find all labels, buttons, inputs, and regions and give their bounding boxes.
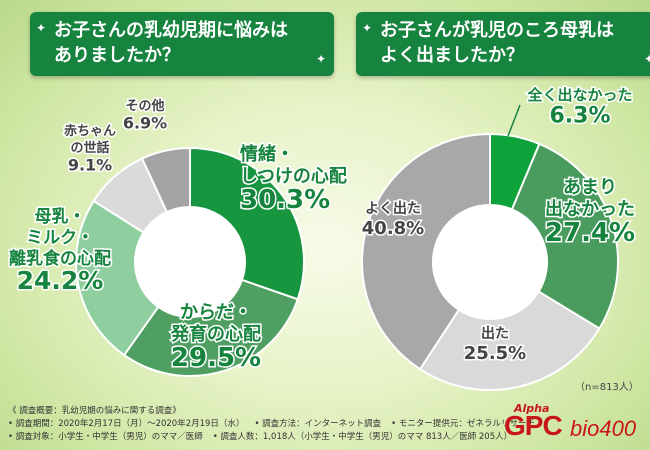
sample-size-label: （n=813人） bbox=[575, 382, 639, 393]
chart2-value-3: 25.5% bbox=[464, 343, 526, 364]
chart1-label-4-line-1: 赤ちゃん bbox=[64, 123, 116, 139]
chart1-label-2-line-2: 発育の心配 bbox=[170, 323, 261, 345]
chart1-value-3: 24.2% bbox=[17, 266, 104, 295]
footer-count: • 調査人数：1,018人（小学生・中学生（男児）のママ 813人／医師 205… bbox=[212, 432, 513, 442]
chart1-center-hole bbox=[135, 207, 245, 317]
question-1-line-1: お子さんの乳幼児期に悩みは bbox=[54, 20, 288, 41]
question-box-1: お子さんの乳幼児期に悩みは ありましたか？ ✦ ✦ bbox=[30, 12, 334, 76]
chart2-value-4: 40.8% bbox=[362, 218, 424, 239]
chart1-value-4: 9.1% bbox=[68, 156, 112, 175]
chart1-label-3-line-1: 母乳・ bbox=[35, 206, 86, 227]
question-box-2: お子さんが乳児のころ母乳は よく出ましたか？ ✦ ✦ bbox=[356, 12, 650, 76]
question-2-line-1: お子さんが乳児のころ母乳は bbox=[380, 20, 614, 41]
chart1-label-2-line-1: からだ・ bbox=[180, 302, 252, 323]
footer-method: • 調査方法：インターネット調査 bbox=[254, 419, 382, 429]
chart2-center-hole bbox=[433, 205, 547, 319]
footer-title: 《 調査概要：乳幼児期の悩みに関する調査》 bbox=[8, 406, 181, 416]
chart1-label-3-line-2: ミルク・ bbox=[26, 228, 94, 248]
chart1-value-2: 29.5% bbox=[171, 343, 261, 373]
survey-footer: 《 調査概要：乳幼児期の悩みに関する調査》 • 調査期間：2020年2月17日（… bbox=[8, 405, 535, 444]
question-2-line-2: よく出ましたか？ bbox=[380, 45, 524, 66]
chart1-label-1-line-2: しつけの心配 bbox=[240, 166, 347, 187]
chart2-label-1-line-1: 全く出なかった bbox=[526, 86, 632, 104]
chart1-label-5-line-1: その他 bbox=[125, 98, 164, 114]
chart1-value-5: 6.9% bbox=[123, 114, 167, 133]
chart2-leader-line bbox=[507, 104, 521, 137]
sparkle-icon: ✦ bbox=[643, 52, 650, 66]
footer-period: • 調査期間：2020年2月17日（月）～2020年2月19日（水） bbox=[8, 419, 245, 429]
logo-gpc: GPC bbox=[504, 410, 563, 441]
chart2-label-4-line-1: よく出た bbox=[365, 200, 421, 217]
sparkle-icon: ✦ bbox=[36, 21, 47, 35]
chart1-value-1: 30.3% bbox=[240, 185, 330, 215]
chart2-label-3-line-1: 出た bbox=[481, 325, 509, 342]
footer-provider: • モニター提供元：ゼネラルリサーチ bbox=[391, 419, 535, 429]
chart2-label-2-line-1: あまり bbox=[563, 177, 617, 198]
chart1-label-3-line-3: 離乳食の心配 bbox=[9, 248, 111, 269]
chart1-label-1-line-1: 情緒・ bbox=[240, 143, 294, 165]
logo-bio: bio400 bbox=[570, 416, 637, 441]
chart2-value-1: 6.3% bbox=[549, 104, 610, 129]
sparkle-icon: ✦ bbox=[315, 52, 326, 66]
sparkle-icon: ✦ bbox=[362, 21, 373, 35]
brand-logo: Alpha GPC bio400 bbox=[488, 402, 638, 444]
chart2-label-2-line-2: 出なかった bbox=[545, 198, 635, 220]
chart2-value-2: 27.4% bbox=[545, 218, 635, 248]
question-1-line-2: ありましたか？ bbox=[54, 45, 180, 66]
footer-target: • 調査対象：小学生・中学生（男児）のママ／医師 bbox=[8, 432, 203, 442]
logo-alpha: Alpha bbox=[514, 402, 550, 415]
chart1-label-4-line-2: の世話 bbox=[70, 140, 109, 156]
